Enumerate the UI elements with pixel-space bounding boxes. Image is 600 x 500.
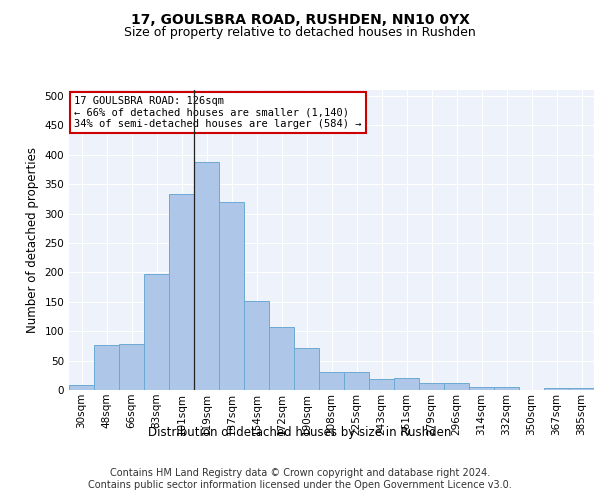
Y-axis label: Number of detached properties: Number of detached properties xyxy=(26,147,39,333)
Bar xyxy=(194,162,219,390)
Text: Distribution of detached houses by size in Rushden: Distribution of detached houses by size … xyxy=(148,426,452,439)
Bar xyxy=(119,344,144,390)
Bar xyxy=(394,378,419,390)
Bar xyxy=(94,344,119,390)
Bar xyxy=(469,387,494,390)
Bar xyxy=(69,386,94,390)
Bar xyxy=(244,301,269,390)
Text: Contains public sector information licensed under the Open Government Licence v3: Contains public sector information licen… xyxy=(88,480,512,490)
Bar xyxy=(169,194,194,390)
Bar xyxy=(344,372,369,390)
Text: Size of property relative to detached houses in Rushden: Size of property relative to detached ho… xyxy=(124,26,476,39)
Text: Contains HM Land Registry data © Crown copyright and database right 2024.: Contains HM Land Registry data © Crown c… xyxy=(110,468,490,477)
Text: 17, GOULSBRA ROAD, RUSHDEN, NN10 0YX: 17, GOULSBRA ROAD, RUSHDEN, NN10 0YX xyxy=(131,12,469,26)
Bar xyxy=(319,372,344,390)
Bar xyxy=(294,348,319,390)
Text: 17 GOULSBRA ROAD: 126sqm
← 66% of detached houses are smaller (1,140)
34% of sem: 17 GOULSBRA ROAD: 126sqm ← 66% of detach… xyxy=(74,96,362,129)
Bar xyxy=(369,379,394,390)
Bar xyxy=(569,388,594,390)
Bar xyxy=(544,388,569,390)
Bar xyxy=(144,274,169,390)
Bar xyxy=(419,383,444,390)
Bar xyxy=(494,387,519,390)
Bar xyxy=(269,327,294,390)
Bar xyxy=(219,202,244,390)
Bar xyxy=(444,383,469,390)
